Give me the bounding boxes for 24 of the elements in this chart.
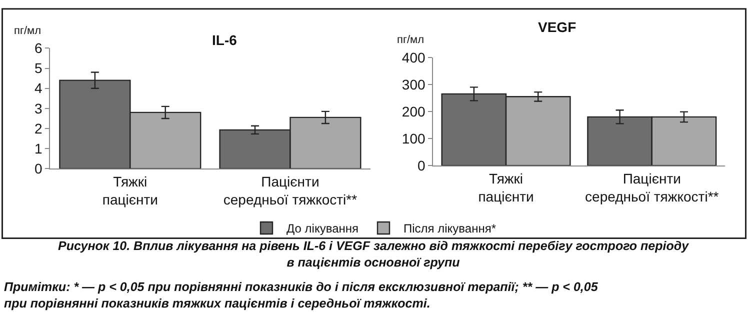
- y-tick-label: 4: [34, 80, 43, 96]
- text: Примітки: * — p < 0,05 при порівнянні показників до і після ексклюзивної терапії; ** — p < 0,05 при порівнянні показників тяжких пацієнтів і середньої тяжкості.: [4, 280, 599, 310]
- y-tick-label: 3: [34, 100, 43, 116]
- legend-label: До лікування: [286, 222, 358, 236]
- legend-label: Після лікування*: [404, 222, 496, 236]
- chart-title: IL-6: [212, 32, 238, 48]
- y-tick-label: 300: [402, 76, 426, 92]
- y-tick-label: 0: [34, 160, 43, 177]
- y-tick-label: 6: [34, 40, 43, 56]
- y-tick-label: 200: [402, 103, 426, 120]
- y-axis-title: пг/мл: [397, 34, 424, 46]
- x-tick-label: Пацієнти середньої тяжкості**: [223, 173, 358, 208]
- y-tick-label: 400: [402, 49, 426, 66]
- y-tick-label: 0: [417, 157, 426, 174]
- y-tick-label: 1: [34, 140, 43, 156]
- text: Рисунок 10. Вплив лікування на рівень IL-6 і VEGF залежно від тяжкості перебігу гострого періоду в пацієнтів основної групи: [58, 239, 690, 270]
- x-tick-label: Тяжкі пацієнти: [102, 173, 158, 208]
- y-tick-label: 5: [34, 60, 43, 76]
- y-tick-label: 100: [402, 130, 426, 146]
- y-axis-title: пг/мл: [14, 25, 42, 37]
- y-tick-label: 2: [34, 120, 43, 136]
- x-tick-label: Пацієнти середньої тяжкості**: [585, 170, 720, 205]
- chart-title: VEGF: [538, 19, 577, 35]
- x-tick-label: Тяжкі пацієнти: [478, 170, 534, 205]
